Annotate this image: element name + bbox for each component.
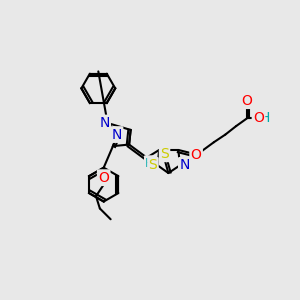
Text: O: O	[253, 111, 264, 125]
Text: S: S	[160, 147, 169, 161]
Text: N: N	[112, 128, 122, 142]
Text: O: O	[191, 148, 202, 162]
Text: H: H	[145, 157, 154, 169]
Text: O: O	[98, 171, 109, 185]
Text: S: S	[148, 158, 158, 172]
Text: N: N	[179, 158, 190, 172]
Text: H: H	[260, 111, 270, 125]
Text: O: O	[242, 94, 252, 108]
Text: N: N	[99, 116, 110, 130]
